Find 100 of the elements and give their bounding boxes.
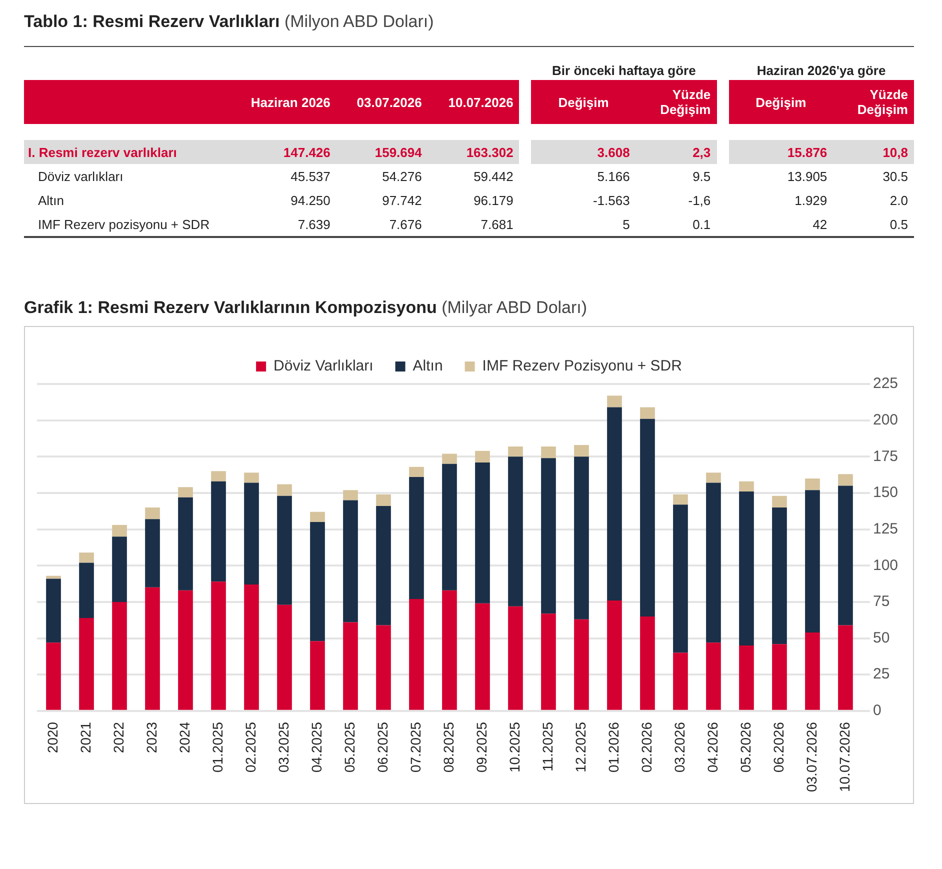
bar (46, 578, 61, 643)
chart-subtitle: (Milyar ABD Doları) (442, 298, 588, 317)
bar (46, 642, 61, 710)
bar (640, 418, 655, 616)
text: 15.876 (787, 144, 828, 160)
bar (112, 602, 127, 710)
text: 0.5 (890, 216, 908, 232)
bar (79, 562, 94, 618)
text: 2.0 (890, 192, 908, 208)
bar (244, 584, 259, 710)
bar (838, 474, 853, 486)
bar (409, 599, 424, 710)
bar (706, 472, 721, 483)
text: -1.563 (592, 192, 630, 208)
bar (475, 603, 490, 710)
bar (574, 619, 589, 710)
bar (772, 644, 787, 710)
bar (772, 508, 787, 644)
bar (343, 490, 358, 500)
x-tick-label: 10.2025 (506, 722, 522, 773)
bar (178, 487, 193, 498)
bar (706, 642, 721, 710)
bar (541, 446, 556, 458)
x-tick-label: 2020 (44, 722, 60, 754)
bar (607, 407, 622, 600)
bar (805, 490, 820, 632)
text: 159.694 (374, 144, 422, 160)
bar (739, 646, 754, 710)
category-label: Döviz varlıkları (38, 168, 124, 184)
text: Bir önceki haftaya göre (551, 62, 697, 80)
x-tick-label: 2021 (77, 722, 94, 754)
text: 5.166 (597, 168, 630, 184)
bar (178, 497, 193, 590)
bar (475, 462, 490, 604)
y-tick-label: 225 (872, 375, 898, 392)
x-tick-label: 01.2025 (209, 722, 226, 773)
x-tick-label: 03.07.2026 (803, 722, 820, 792)
category-label: Haziran 2026 (240, 80, 336, 124)
bar (277, 496, 292, 605)
bar (541, 614, 556, 710)
category-label: I. Resmi rezerv varlıkları (28, 144, 177, 160)
bar (277, 604, 292, 710)
bar (79, 552, 94, 563)
text: 94.250 (290, 192, 330, 208)
x-tick-label: 04.2026 (704, 722, 720, 773)
category-label: Değişim (531, 80, 636, 124)
bar (475, 450, 490, 462)
x-tick-label: 05.2026 (737, 722, 754, 773)
bar (640, 616, 655, 710)
bar (673, 652, 688, 710)
y-tick-label: 150 (872, 484, 898, 502)
x-tick-label: 06.2025 (374, 722, 390, 773)
bar (145, 519, 160, 588)
chart-title: Grafik 1: Resmi Rezerv Varlıklarının Kompozisyonu (24, 298, 437, 317)
y-tick-label: 175 (872, 448, 898, 465)
bar (211, 481, 226, 582)
x-tick-label: 2024 (176, 722, 192, 754)
bar (409, 476, 424, 600)
bar (343, 622, 358, 710)
category-label: 10.07.2026 (428, 80, 520, 124)
bar (112, 524, 127, 537)
y-tick-label: 200 (872, 411, 898, 428)
bar (310, 641, 325, 710)
text: (Milyon ABD Doları) (284, 12, 434, 31)
bar (145, 508, 160, 520)
text: 10,8 (882, 144, 908, 160)
legend-label: Altın (412, 358, 443, 375)
y-tick-label: 75 (872, 593, 890, 610)
bar (343, 500, 358, 622)
x-tick-label: 10.07.2026 (836, 722, 852, 792)
y-tick-label: 25 (872, 666, 890, 683)
bar (739, 492, 754, 646)
x-tick-label: 2022 (110, 722, 126, 754)
text: 54.276 (382, 168, 422, 184)
bar (244, 472, 259, 483)
bar (508, 606, 523, 710)
text: 9.5 (692, 168, 711, 184)
category-label: 03.07.2026 (336, 80, 428, 124)
text: 2,3 (692, 144, 711, 160)
x-tick-label: 11.2025 (539, 722, 556, 772)
bar (640, 407, 655, 419)
category-label: Yüzde Değişim (636, 80, 717, 124)
bar (673, 494, 688, 505)
bar (442, 454, 457, 464)
x-tick-label: 03.2025 (275, 722, 292, 773)
text: 13.905 (787, 168, 828, 184)
text: 42 (812, 216, 828, 232)
x-tick-label: 04.2025 (308, 722, 324, 773)
x-tick-label: 07.2025 (407, 722, 424, 773)
y-tick-label: 100 (872, 556, 898, 574)
x-tick-label: 05.2025 (341, 722, 358, 773)
x-tick-label: 03.2026 (671, 722, 688, 773)
legend-label: Döviz Varlıkları (274, 358, 374, 375)
bar (805, 478, 820, 490)
category-label: Değişim (728, 80, 834, 124)
bar (442, 590, 457, 710)
bar (607, 600, 622, 710)
bar (838, 625, 853, 710)
bar (277, 484, 292, 496)
bar (79, 618, 94, 710)
